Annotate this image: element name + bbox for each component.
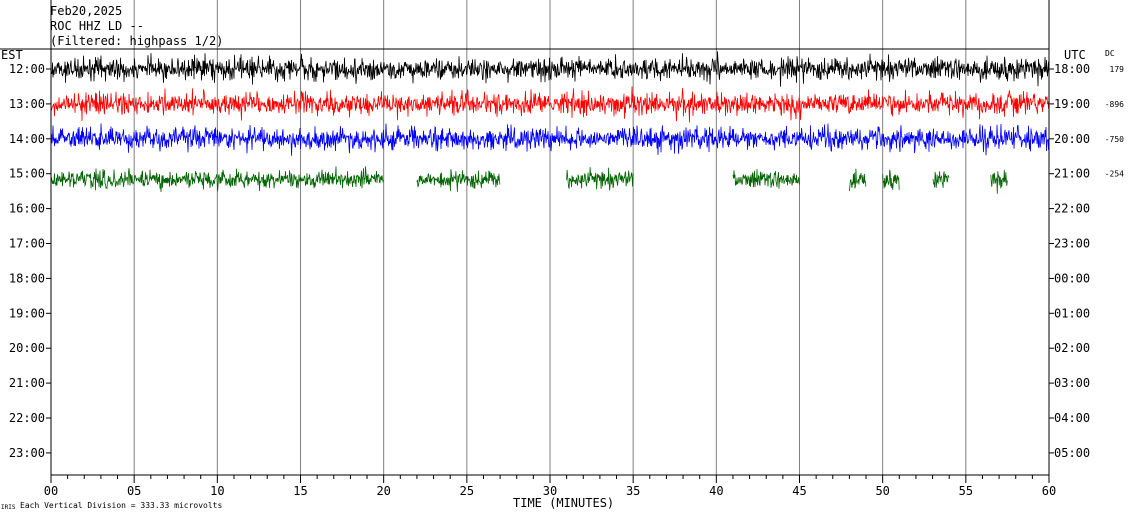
y-right-label-5: 23:00	[1054, 237, 1090, 251]
trace-1500-seg-3	[732, 169, 800, 189]
y-right-label-4: 22:00	[1054, 202, 1090, 216]
x-axis-label: TIME (MINUTES)	[513, 496, 615, 510]
chart-axes: 00 05 10 15 20 25 30 35 40 45 50 55 60 12:00 13:00 14:0…	[0, 0, 1124, 498]
header-station: ROC HHZ LD --	[50, 19, 144, 33]
dc-value-1: -896	[1105, 100, 1124, 109]
right-axis-label: UTC	[1064, 48, 1086, 62]
x-tick-label-05: 05	[127, 484, 141, 498]
y-left-label-0: 12:00	[9, 62, 45, 76]
trace-1500-seg-1	[416, 169, 501, 192]
y-left-label-7: 19:00	[9, 306, 45, 320]
x-tick-label-45: 45	[792, 484, 806, 498]
y-right-label-7: 01:00	[1054, 306, 1090, 320]
footer-note: Each Vertical Division = 333.33 microvol…	[20, 501, 223, 510]
trace-1200-seg-0	[50, 51, 1050, 87]
x-tick-label-55: 55	[959, 484, 973, 498]
trace-1500-seg-5	[882, 169, 900, 190]
trace-1300-seg-0	[50, 86, 1050, 123]
y-left-label-4: 16:00	[9, 202, 45, 216]
y-right-label-9: 03:00	[1054, 376, 1090, 390]
left-axis-label: EST	[1, 48, 23, 62]
dc-value-0: 179	[1110, 65, 1125, 74]
x-tick-label-00: 00	[44, 484, 58, 498]
y-left-label-2: 14:00	[9, 132, 45, 146]
y-left-label-10: 22:00	[9, 411, 45, 425]
y-right-label-3: 21:00	[1054, 167, 1090, 181]
dc-label: DC	[1105, 49, 1115, 58]
y-right-label-2: 20:00	[1054, 132, 1090, 146]
x-tick-label-40: 40	[709, 484, 723, 498]
x-tick-label-35: 35	[626, 484, 640, 498]
x-tick-label-15: 15	[293, 484, 307, 498]
y-right-label-11: 05:00	[1054, 446, 1090, 460]
y-left-label-1: 13:00	[9, 97, 45, 111]
trace-1500-seg-2	[566, 167, 634, 191]
trace-1500-seg-7	[990, 169, 1008, 194]
footer-logo: IRIS	[1, 504, 16, 511]
minute-gridlines	[133, 0, 967, 475]
y-left-label-5: 17:00	[9, 237, 45, 251]
seismic-traces	[50, 51, 1050, 194]
y-right-label-6: 00:00	[1054, 271, 1090, 285]
trace-1500-seg-0	[50, 166, 384, 193]
y-right-label-1: 19:00	[1054, 97, 1090, 111]
y-left-label-11: 23:00	[9, 446, 45, 460]
x-tick-label-20: 20	[376, 484, 390, 498]
dc-value-3: -254	[1105, 170, 1124, 179]
y-left-label-8: 20:00	[9, 341, 45, 355]
trace-1500-seg-4	[849, 168, 867, 192]
trace-1500-seg-6	[932, 171, 950, 188]
header-date: Feb20,2025	[50, 4, 123, 18]
y-right-label-8: 02:00	[1054, 341, 1090, 355]
x-tick-label-60: 60	[1042, 484, 1056, 498]
y-right-label-0: 18:00	[1054, 62, 1090, 76]
dc-value-2: -750	[1105, 135, 1124, 144]
trace-1400-seg-0	[50, 123, 1050, 156]
x-tick-label-10: 10	[210, 484, 224, 498]
x-tick-label-30: 30	[543, 484, 557, 498]
y-left-label-6: 18:00	[9, 271, 45, 285]
x-tick-label-25: 25	[460, 484, 474, 498]
y-right-label-10: 04:00	[1054, 411, 1090, 425]
x-tick-label-50: 50	[875, 484, 889, 498]
y-left-label-3: 15:00	[9, 167, 45, 181]
header-filter: (Filtered: highpass 1/2)	[50, 34, 224, 48]
y-left-label-9: 21:00	[9, 376, 45, 390]
